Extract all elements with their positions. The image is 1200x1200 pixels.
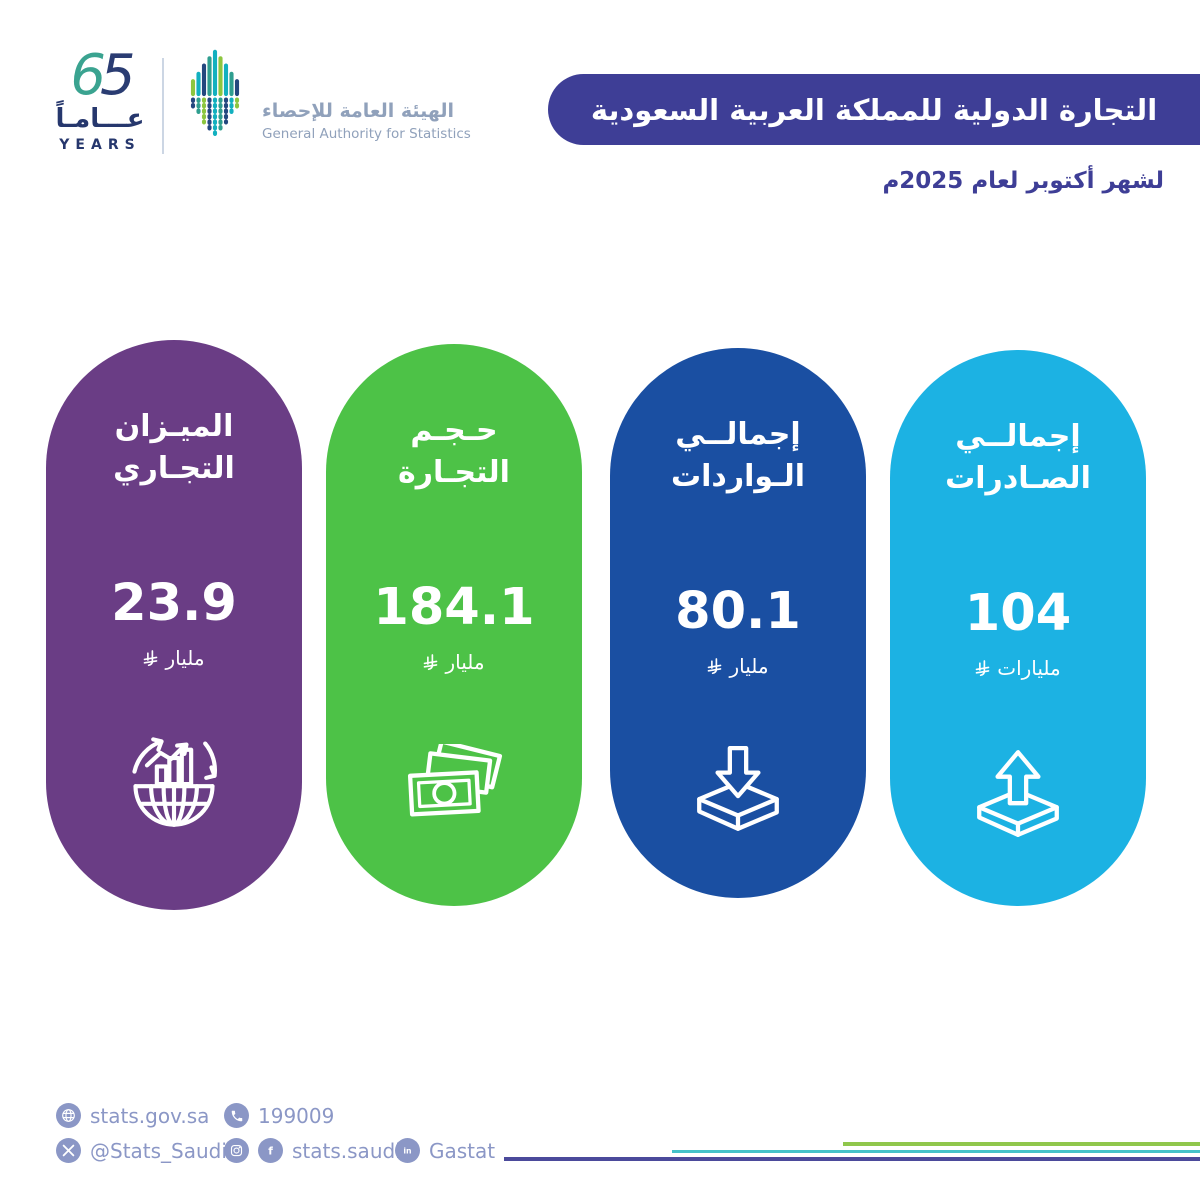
banknotes-icon (326, 744, 582, 832)
footer-phone-label: 199009 (258, 1103, 335, 1128)
card-unit: مليار (326, 650, 582, 674)
footer-phone[interactable]: 199009 (224, 1103, 334, 1128)
card-value: 80.1 (675, 582, 801, 641)
card-title: إجمالــي الصـادرات (945, 419, 1091, 496)
saudi-riyal-icon (424, 653, 438, 670)
footer-website-label: stats.gov.sa (90, 1103, 210, 1128)
footer-social-label: stats.saudi (292, 1138, 401, 1163)
card-title: حـجـم التجـارة (398, 413, 510, 490)
export-box-icon (890, 744, 1146, 842)
stat-card-trade-volume: حـجـم التجـارة 184.1 مليار (326, 344, 582, 906)
brand-divider (162, 58, 164, 154)
footer-social-accounts[interactable]: f stats.saudi (224, 1138, 401, 1163)
anniversary-english-label: YEARS (59, 137, 141, 153)
gastat-bars-icon (190, 49, 240, 139)
anniversary-arabic-label: عـــامـاً (55, 104, 145, 134)
card-unit: مليارات (890, 656, 1146, 680)
footer-linkedin-account[interactable]: in Gastat (395, 1138, 495, 1163)
saudi-riyal-icon (975, 659, 990, 676)
decor-line-teal (672, 1149, 1200, 1153)
page-title: التجارة الدولية للمملكة العربية السعودية (548, 74, 1200, 145)
authority-name-english: General Authority for Statistics (262, 126, 471, 142)
card-value: 23.9 (111, 574, 237, 633)
decor-line-green (843, 1142, 1200, 1146)
card-unit: مليار (610, 654, 866, 678)
footer-x-label: @Stats_Saudi (90, 1138, 227, 1163)
anniversary-65-logo: 65 عـــامـاً YEARS (50, 43, 150, 154)
gastat-logo-block: الهيئة العامة للإحصاء General Authority … (182, 44, 471, 144)
x-icon (56, 1138, 81, 1163)
footer-x-account[interactable]: @Stats_Saudi (56, 1138, 227, 1163)
page-subtitle: لشهر أكتوبر لعام 2025م (882, 168, 1164, 194)
card-title: إجمالــي الـواردات (671, 417, 805, 494)
import-box-icon (610, 742, 866, 840)
svg-text:f: f (268, 1144, 273, 1157)
card-unit: مليار (46, 646, 302, 670)
footer-website[interactable]: stats.gov.sa (56, 1103, 209, 1128)
svg-text:in: in (403, 1147, 411, 1156)
card-value: 184.1 (373, 578, 535, 637)
authority-name-arabic: الهيئة العامة للإحصاء (262, 100, 455, 122)
footer-linkedin-label: Gastat (429, 1138, 496, 1163)
stat-card-trade-balance: الميـزان التجـاري 23.9 مليار (46, 340, 302, 910)
linkedin-icon: in (395, 1138, 420, 1163)
saudi-riyal-icon (144, 649, 158, 666)
card-value: 104 (964, 584, 1072, 643)
card-title: الميـزان التجـاري (113, 409, 235, 486)
instagram-icon (224, 1138, 249, 1163)
stat-card-total-exports: إجمالــي الصـادرات 104 مليارات (890, 350, 1146, 906)
globe-icon (56, 1103, 81, 1128)
saudi-riyal-icon (708, 657, 722, 674)
facebook-icon: f (258, 1138, 283, 1163)
decor-line-indigo (504, 1156, 1200, 1161)
authority-names: الهيئة العامة للإحصاء General Authority … (262, 100, 471, 144)
phone-icon (224, 1103, 249, 1128)
anniversary-number: 65 (70, 43, 135, 108)
stat-card-total-imports: إجمالــي الـواردات 80.1 مليار (610, 348, 866, 898)
globe-growth-icon (46, 732, 302, 832)
